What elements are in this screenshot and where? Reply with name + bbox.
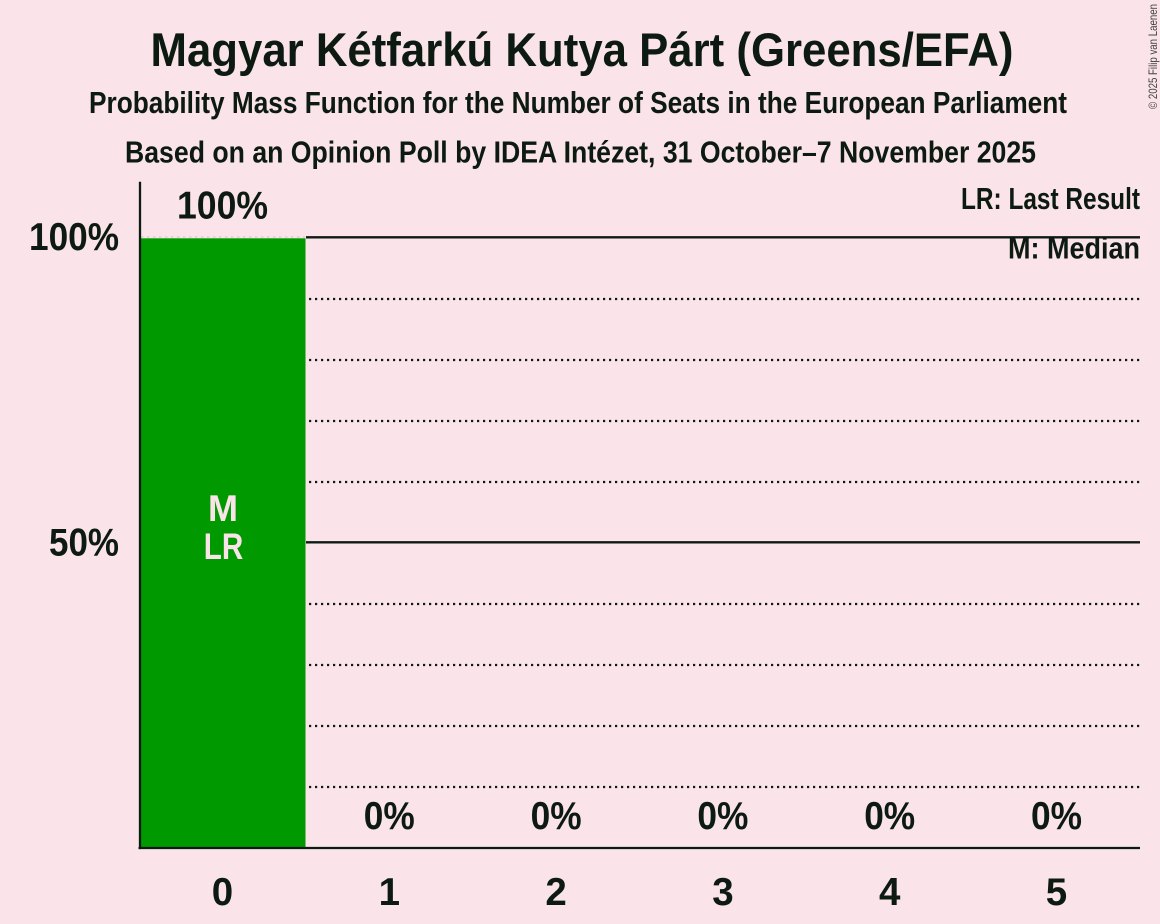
svg-text:0: 0	[212, 871, 233, 914]
svg-text:100%: 100%	[177, 185, 268, 228]
svg-text:0%: 0%	[1031, 795, 1082, 838]
svg-text:0%: 0%	[531, 795, 582, 838]
svg-text:4: 4	[879, 871, 901, 914]
svg-text:1: 1	[379, 871, 400, 914]
svg-text:Based on an Opinion Poll by ID: Based on an Opinion Poll by IDEA Intézet…	[125, 135, 1036, 170]
svg-text:M: Median: M: Median	[1008, 231, 1140, 266]
svg-text:Probability Mass Function for: Probability Mass Function for the Number…	[89, 85, 1067, 120]
svg-text:0%: 0%	[364, 795, 415, 838]
svg-text:Magyar Kétfarkú Kutya Párt (Gr: Magyar Kétfarkú Kutya Párt (Greens/EFA)	[151, 23, 1014, 76]
svg-text:LR: Last Result: LR: Last Result	[961, 181, 1140, 216]
svg-text:5: 5	[1046, 871, 1067, 914]
svg-text:LR: LR	[204, 526, 244, 567]
svg-text:100%: 100%	[29, 216, 119, 259]
svg-text:0%: 0%	[697, 795, 748, 838]
svg-text:© 2025 Filip van Laenen: © 2025 Filip van Laenen	[1146, 4, 1160, 109]
svg-text:50%: 50%	[49, 521, 119, 564]
svg-text:2: 2	[545, 871, 566, 914]
svg-text:3: 3	[712, 871, 733, 914]
svg-text:0%: 0%	[864, 795, 915, 838]
svg-text:M: M	[208, 488, 238, 529]
